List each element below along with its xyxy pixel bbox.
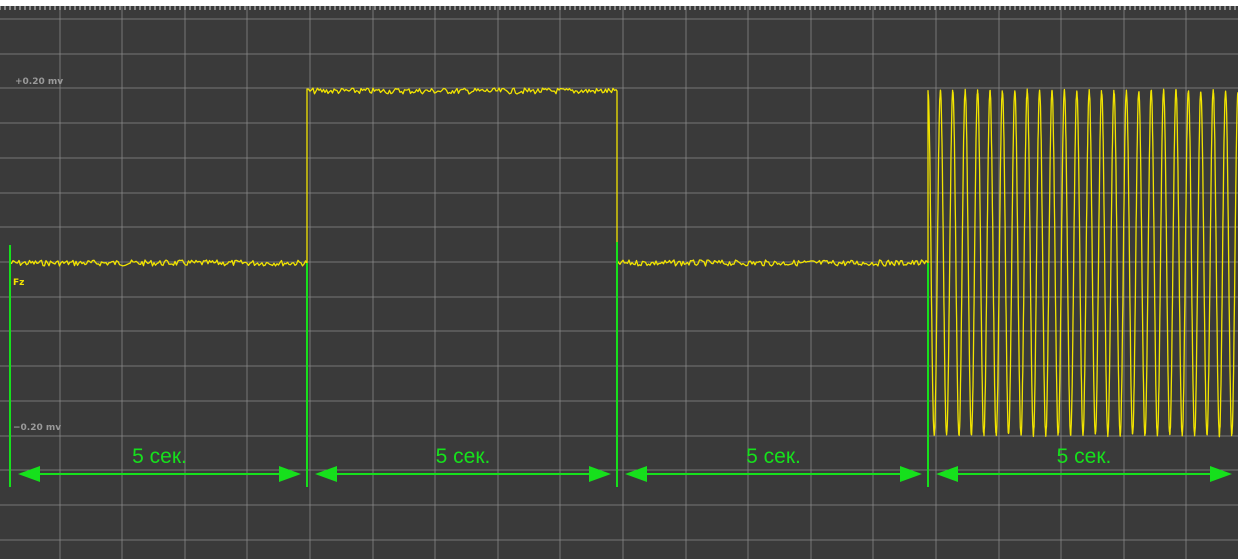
duration-arrow-head-left (625, 466, 647, 482)
duration-arrow-head-left (936, 466, 958, 482)
y-scale-bottom-label: −0.20 mv (13, 423, 61, 433)
duration-label: 5 сек. (436, 445, 491, 468)
duration-arrow-head-left (315, 466, 337, 482)
duration-arrow-head-left (18, 466, 40, 482)
signal-path (9, 87, 1238, 438)
plot-background (0, 6, 1238, 559)
channel-label: Fz (13, 278, 24, 288)
duration-label: 5 сек. (746, 445, 801, 468)
duration-arrow-head-right (279, 466, 301, 482)
duration-arrow-head-right (589, 466, 611, 482)
duration-annotations: 5 сек. 5 сек. 5 сек. 5 сек. (9, 242, 1232, 487)
duration-label: 5 сек. (1057, 445, 1112, 468)
duration-label: 5 сек. (132, 445, 187, 468)
duration-arrow-head-right (900, 466, 922, 482)
duration-arrow-head-right (1210, 466, 1232, 482)
y-scale-top-label: +0.20 mv (15, 77, 63, 87)
top-ruler (0, 0, 1238, 6)
